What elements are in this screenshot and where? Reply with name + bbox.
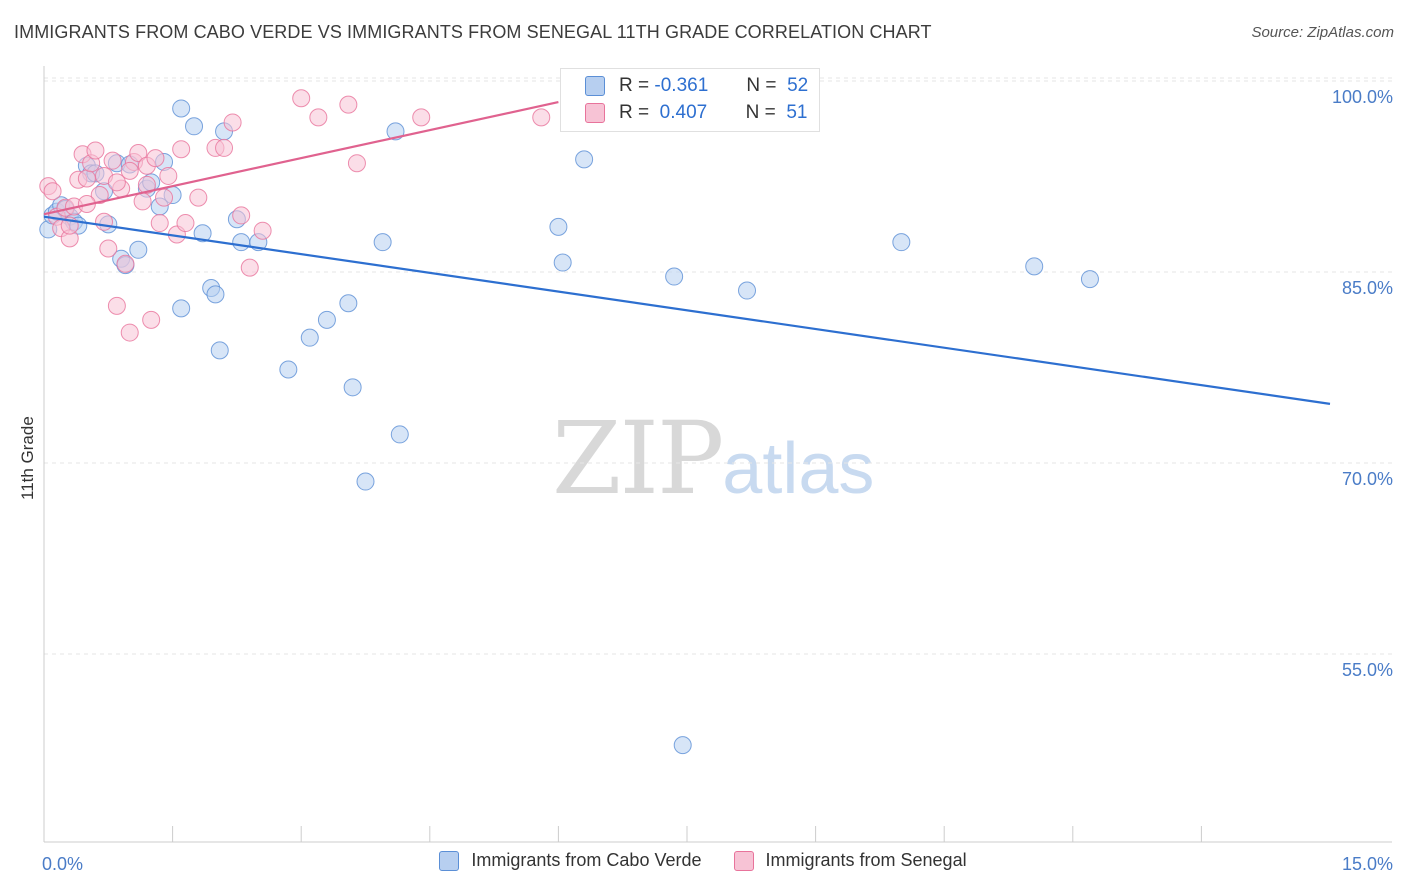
cabo-verde-point (373, 233, 392, 252)
cabo-verde-point (738, 281, 757, 300)
cabo-verde-point (1025, 257, 1044, 276)
cabo-verde-point (129, 240, 148, 259)
cabo-verde-point (232, 233, 251, 252)
cabo-verde-point (279, 360, 298, 379)
senegal-point (107, 173, 126, 192)
stats-legend-row-pink: R = 0.407 N = 51 (585, 100, 807, 126)
r-value: 0.407 (659, 102, 708, 123)
watermark-zip: ZIP (552, 400, 724, 517)
r-value: -0.361 (654, 75, 709, 96)
senegal-point (172, 140, 191, 159)
series-legend: Immigrants from Cabo Verde Immigrants fr… (0, 850, 1406, 871)
cabo-verde-point (339, 294, 358, 313)
senegal-point (176, 214, 195, 233)
senegal-point (532, 108, 551, 127)
senegal-point (137, 175, 156, 194)
senegal-point (232, 206, 251, 225)
watermark: ZIPatlas (552, 400, 874, 517)
senegal-point (240, 258, 259, 277)
legend-label: Immigrants from Senegal (765, 850, 967, 870)
senegal-point (90, 186, 109, 205)
senegal-trendline (43, 101, 559, 216)
senegal-point (292, 89, 311, 108)
senegal-point (103, 151, 122, 170)
y-tick-label: 55.0% (1342, 660, 1393, 680)
senegal-point (412, 108, 431, 127)
senegal-point (159, 166, 178, 185)
senegal-point (86, 141, 105, 160)
y-tick-label: 70.0% (1342, 469, 1393, 489)
n-value: 51 (786, 102, 808, 123)
legend-item-cabo-verde: Immigrants from Cabo Verde (439, 850, 702, 871)
chart-title: IMMIGRANTS FROM CABO VERDE VS IMMIGRANTS… (14, 22, 932, 42)
x-tick-label: 15.0% (1342, 854, 1393, 874)
senegal-point (339, 95, 358, 114)
senegal-point (107, 296, 126, 315)
stats-legend-row-blue: R = -0.361 N = 52 (585, 73, 808, 99)
senegal-point (142, 310, 161, 329)
cabo-verde-point (206, 285, 225, 304)
senegal-point (129, 144, 148, 163)
legend-swatch-blue (439, 850, 460, 871)
senegal-point (99, 239, 118, 258)
cabo-verde-point (210, 341, 229, 360)
cabo-verde-point (356, 472, 375, 491)
senegal-point (155, 188, 174, 207)
senegal-point (150, 214, 169, 233)
cabo-verde-point (317, 310, 336, 329)
watermark-atlas: atlas (722, 429, 875, 509)
cabo-verde-point (390, 425, 409, 444)
y-tick-label: 85.0% (1342, 278, 1393, 298)
source-credit: Source: ZipAtlas.com (1251, 24, 1394, 41)
cabo-verde-point (185, 117, 204, 136)
cabo-verde-point (553, 253, 572, 272)
senegal-point (133, 192, 152, 211)
senegal-point (146, 149, 165, 168)
r-label: R = (619, 75, 650, 96)
senegal-point (253, 221, 272, 240)
cabo-verde-point (300, 328, 319, 347)
cabo-verde-point (665, 267, 684, 286)
legend-label: Immigrants from Cabo Verde (471, 850, 702, 870)
senegal-point (189, 188, 208, 207)
cabo-verde-point (1080, 270, 1099, 289)
cabo-verde-point (343, 378, 362, 397)
n-value: 52 (787, 75, 809, 96)
cabo-verde-trendline (43, 215, 1331, 405)
cabo-verde-point (172, 99, 191, 118)
cabo-verde-point (892, 233, 911, 252)
cabo-verde-point (575, 150, 594, 169)
legend-swatch-blue (585, 76, 605, 96)
r-label: R = (619, 102, 650, 123)
cabo-verde-point (673, 736, 692, 755)
n-label: N = (746, 75, 777, 96)
senegal-point (120, 323, 139, 342)
legend-swatch-pink (585, 103, 605, 123)
legend-swatch-pink (733, 850, 754, 871)
senegal-point (120, 161, 139, 180)
cabo-verde-point (549, 217, 568, 236)
senegal-point (116, 254, 135, 273)
n-label: N = (745, 102, 776, 123)
senegal-point (215, 138, 234, 157)
legend-item-senegal: Immigrants from Senegal (733, 850, 967, 871)
cabo-verde-point (172, 299, 191, 318)
y-tick-label: 100.0% (1332, 87, 1393, 107)
stats-legend: R = -0.361 N = 52 R = 0.407 N = 51 (560, 68, 820, 132)
senegal-point (223, 113, 242, 132)
senegal-point (43, 182, 62, 201)
senegal-point (309, 108, 328, 127)
cabo-verde-point (193, 224, 212, 243)
senegal-point (95, 212, 114, 231)
senegal-point (347, 154, 366, 173)
senegal-point (77, 169, 96, 188)
x-tick-label: 0.0% (42, 854, 83, 874)
